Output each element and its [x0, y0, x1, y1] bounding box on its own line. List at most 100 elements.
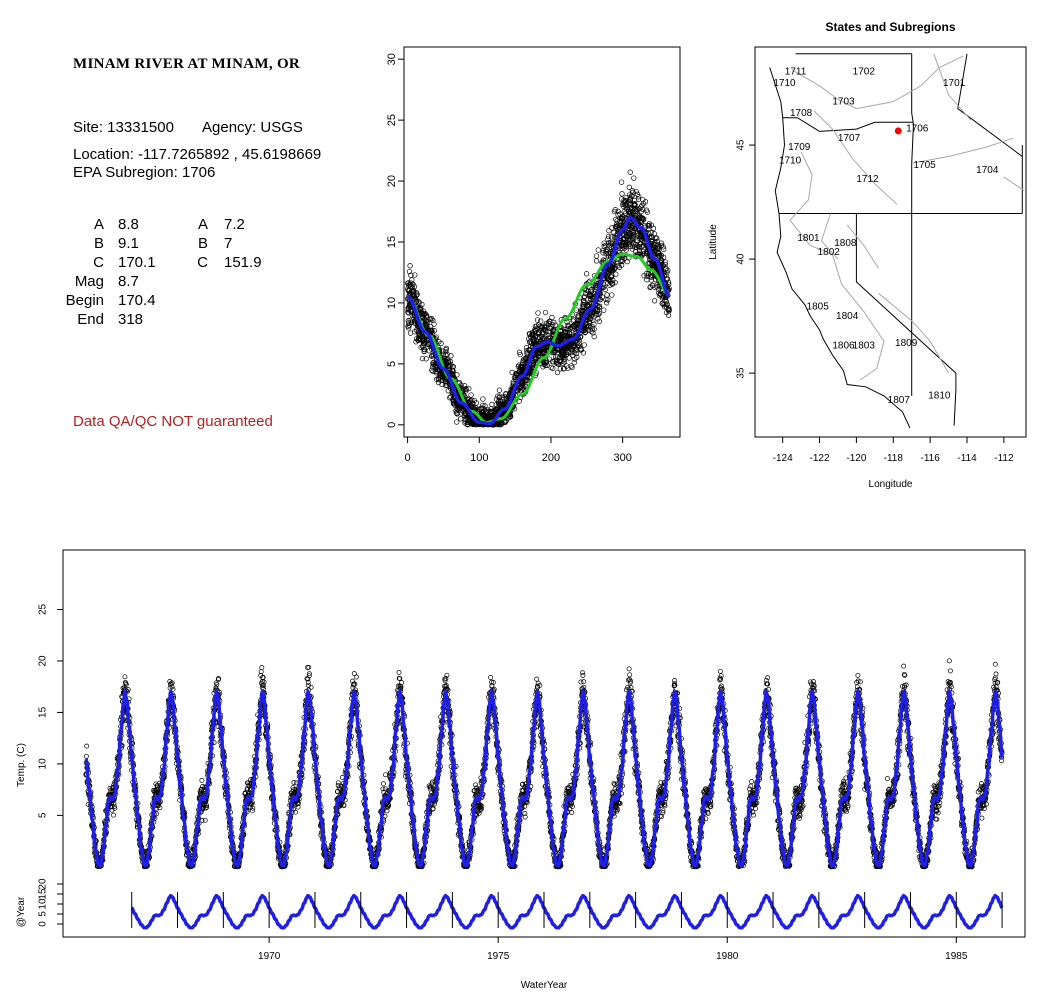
data-point	[380, 781, 386, 787]
data-point	[569, 364, 575, 371]
data-point	[122, 674, 128, 680]
x-axis-label: WaterYear	[521, 980, 568, 991]
y-tick-label: 5	[38, 812, 49, 818]
param-label: B	[197, 235, 208, 252]
data-point	[423, 356, 429, 362]
data-point	[535, 310, 541, 316]
y-tick-label: 10	[386, 297, 398, 309]
x-tick-label: 1975	[487, 951, 510, 962]
data-point	[353, 674, 359, 680]
data-point	[631, 175, 637, 181]
x-tick-label: -122	[810, 453, 830, 464]
region-label: 1704	[976, 165, 999, 176]
param-value: 9.1	[118, 235, 139, 252]
data-point	[516, 349, 523, 355]
region-label: 1803	[853, 340, 876, 351]
data-point	[383, 772, 388, 778]
x-tick-label: -116	[920, 453, 940, 464]
data-point	[604, 292, 610, 298]
data-point	[595, 247, 601, 253]
x-tick-label: -114	[957, 453, 977, 464]
x-tick-label: 200	[542, 452, 560, 464]
y-tick-label: 10	[38, 758, 49, 770]
data-point	[457, 416, 464, 422]
x-tick-label: 300	[613, 452, 631, 464]
data-point	[569, 352, 576, 358]
region-label: 1801	[797, 233, 820, 244]
data-point	[564, 363, 570, 369]
region-label: 1708	[790, 108, 813, 119]
param-value: 8.8	[118, 216, 139, 233]
y-tick-label: 40	[736, 253, 747, 265]
site-title: MINAM RIVER AT MINAM, OR	[73, 56, 301, 72]
data-point	[517, 351, 523, 358]
data-point	[605, 233, 612, 240]
data-point	[407, 263, 413, 269]
data-point	[651, 231, 657, 237]
y-axis-label-lower: @Year	[16, 896, 27, 927]
param-value: 170.1	[118, 254, 156, 271]
data-point	[596, 318, 602, 325]
region-label: 1805	[807, 302, 830, 313]
x-tick-label: -112	[994, 453, 1014, 464]
region-label: 1701	[943, 78, 966, 89]
data-point	[496, 387, 503, 393]
site-marker	[894, 127, 902, 135]
data-point	[335, 780, 341, 786]
data-point	[542, 309, 549, 316]
y-tick-label: 20	[386, 175, 398, 187]
data-point	[480, 402, 486, 408]
x-axis-label: Longitude	[869, 479, 913, 490]
data-point	[601, 307, 607, 313]
data-point	[605, 297, 611, 303]
state-border	[782, 117, 914, 132]
location: Location: -117.7265892 , 45.6198669	[73, 146, 322, 163]
y-tick-label-lower: 20	[38, 878, 49, 890]
region-label: 1807	[888, 395, 911, 406]
data-point	[407, 330, 414, 336]
fit-curve-green	[407, 252, 670, 424]
param-value: 151.9	[224, 254, 262, 271]
y-axis-label: Latitude	[708, 224, 719, 260]
param-label: Begin	[65, 292, 104, 309]
param-value: 8.7	[118, 273, 139, 290]
param-label: End	[77, 311, 104, 328]
data-point	[619, 191, 625, 197]
y-tick-label: 15	[38, 706, 49, 718]
data-point	[250, 805, 256, 811]
data-point	[199, 777, 205, 783]
data-point	[548, 364, 554, 371]
x-tick-label: 0	[405, 452, 411, 464]
data-point	[635, 196, 642, 202]
data-point	[454, 419, 460, 425]
region-label: 1707	[838, 133, 861, 144]
data-point	[554, 369, 561, 376]
data-point	[412, 272, 418, 278]
y-tick-label: 5	[386, 361, 398, 367]
site-id: Site: 13331500	[73, 119, 174, 136]
data-point	[111, 812, 116, 818]
data-points	[404, 169, 672, 428]
x-tick-label: 100	[470, 452, 488, 464]
data-point	[448, 353, 454, 359]
data-point	[509, 369, 515, 376]
param-value: 170.4	[118, 292, 156, 309]
param-label: B	[93, 235, 104, 252]
subregion-boundary	[878, 292, 950, 374]
x-tick-label: -118	[884, 453, 904, 464]
x-tick-label: 1980	[716, 951, 739, 962]
region-label: 1802	[818, 247, 841, 258]
data-point	[583, 271, 590, 277]
data-point	[637, 250, 644, 256]
region-label: 1809	[895, 338, 918, 349]
data-point	[396, 669, 402, 675]
agency: Agency: USGS	[202, 119, 303, 136]
region-label: 1710	[779, 156, 802, 167]
data-point	[549, 314, 555, 321]
data-point	[202, 817, 208, 823]
y-tick-label: 25	[38, 603, 49, 615]
subregion-boundary	[1003, 176, 1025, 192]
data-point	[603, 300, 610, 306]
